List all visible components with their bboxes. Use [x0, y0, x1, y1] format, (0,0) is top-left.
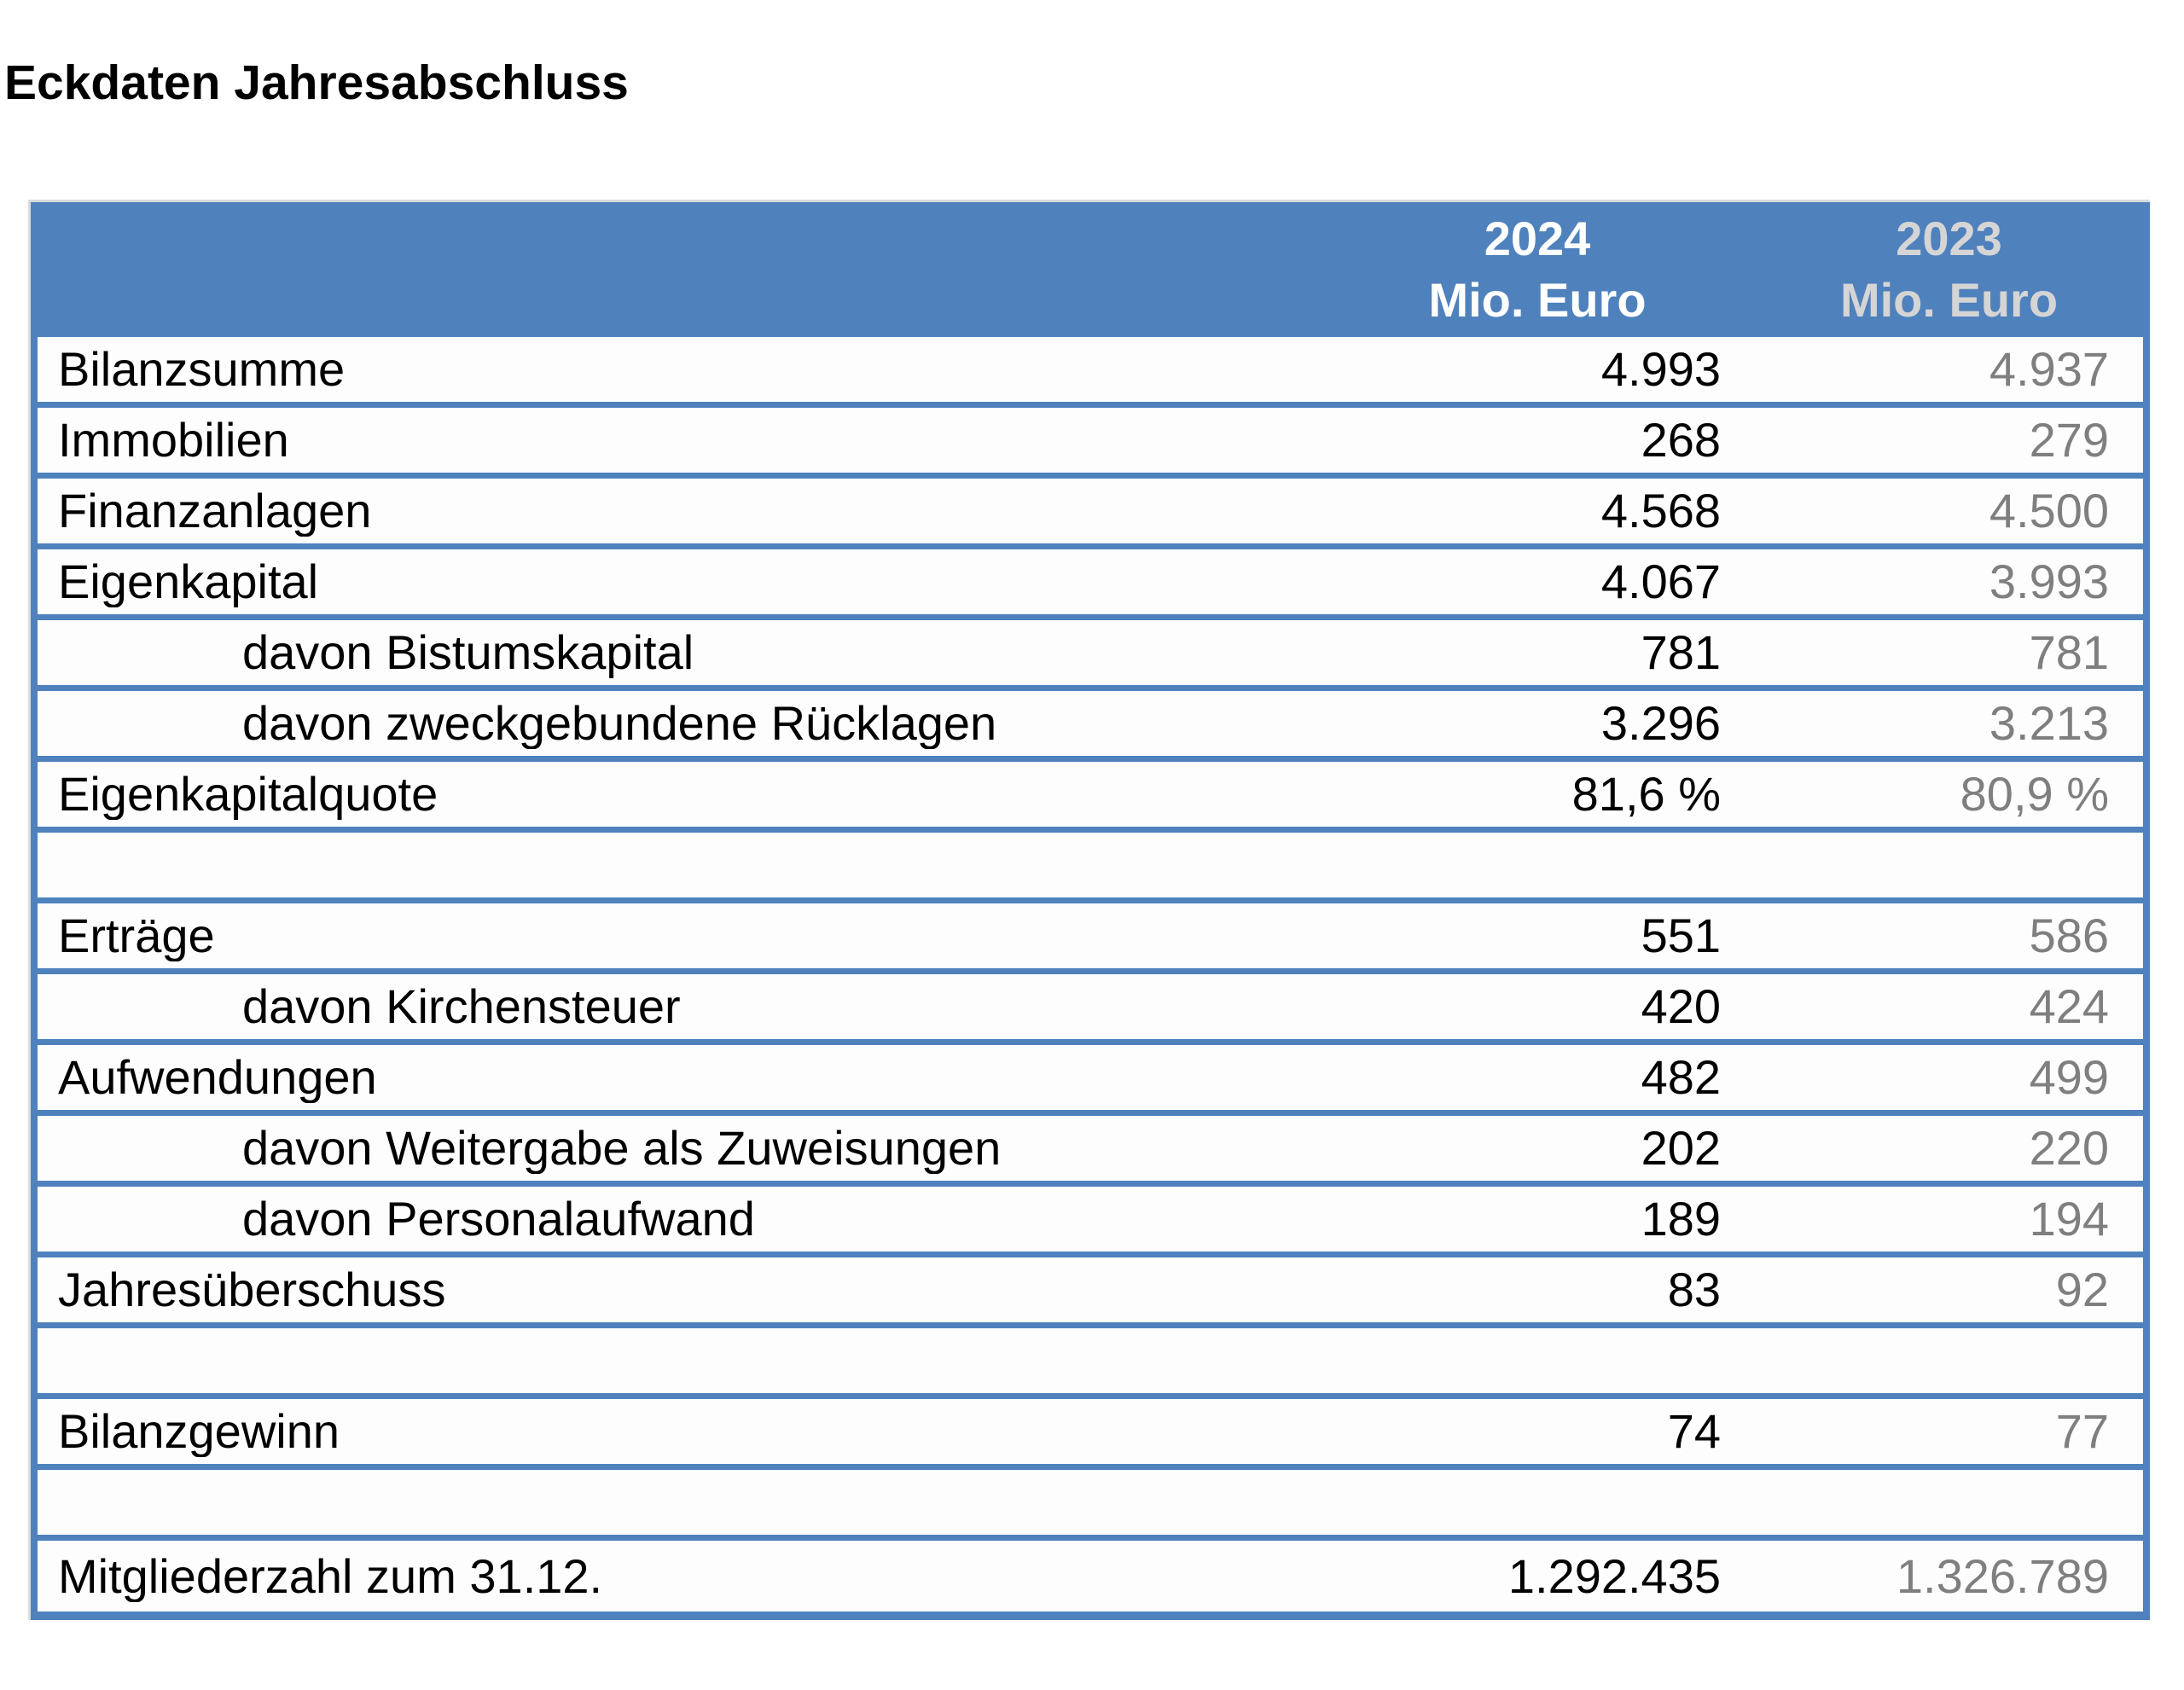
table-row: Eigenkapital 4.067 3.993	[38, 549, 2143, 620]
row-label: Jahresüberschuss	[58, 1264, 446, 1315]
table-row: Erträge 551 586	[38, 903, 2143, 974]
value-2023: 3.993	[1989, 556, 2109, 607]
table-row-empty	[38, 833, 2143, 903]
header-unit-2023: Mio. Euro	[1839, 273, 2059, 327]
value-2023: 424	[2029, 981, 2109, 1032]
row-label: davon Bistumskapital	[242, 627, 694, 678]
row-label: Aufwendungen	[58, 1052, 377, 1103]
row-label: Bilanzsumme	[58, 344, 346, 395]
table-row: Mitgliederzahl zum 31.12. 1.292.435 1.32…	[38, 1541, 2143, 1612]
page-title: Eckdaten Jahresabschluss	[4, 55, 629, 110]
value-2023: 1.326.789	[1896, 1550, 2109, 1602]
table-row: Finanzanlagen 4.568 4.500	[38, 479, 2143, 549]
table-row: Bilanzgewinn 74 77	[38, 1399, 2143, 1470]
row-label: Eigenkapitalquote	[58, 769, 439, 820]
value-2024: 74	[1667, 1406, 1721, 1457]
value-2024: 189	[1641, 1193, 1721, 1245]
value-2024: 83	[1667, 1264, 1721, 1315]
table-row-empty	[38, 1470, 2143, 1541]
value-2023: 77	[2055, 1406, 2109, 1457]
value-2023: 586	[2029, 910, 2109, 961]
row-label: davon zweckgebundene Rücklagen	[242, 698, 997, 749]
value-2023: 194	[2029, 1193, 2109, 1245]
value-2024: 81,6 %	[1571, 769, 1721, 820]
table-row: Bilanzsumme 4.993 4.937	[38, 337, 2143, 408]
table-row: davon Bistumskapital 781 781	[38, 620, 2143, 691]
value-2024: 482	[1641, 1052, 1721, 1103]
row-label: davon Weitergabe als Zuweisungen	[242, 1123, 1002, 1174]
header-unit-2024: Mio. Euro	[1428, 273, 1647, 327]
table-body: Bilanzsumme 4.993 4.937 Immobilien 268 2…	[38, 337, 2143, 1612]
table-row: davon Weitergabe als Zuweisungen 202 220	[38, 1116, 2143, 1187]
eckdaten-table: 2024 Mio. Euro 2023 Mio. Euro Bilanzsumm…	[28, 200, 2150, 1620]
value-2023: 220	[2029, 1123, 2109, 1174]
table-row-empty	[38, 1328, 2143, 1399]
table-row: davon Kirchensteuer 420 424	[38, 974, 2143, 1045]
header-column-2023: 2023 Mio. Euro	[1755, 202, 2143, 337]
value-2023: 92	[2055, 1264, 2109, 1315]
value-2024: 1.292.435	[1507, 1550, 1721, 1602]
table-row: Immobilien 268 279	[38, 408, 2143, 479]
financial-table: 2024 Mio. Euro 2023 Mio. Euro Bilanzsumm…	[31, 202, 2150, 1620]
header-year-2024: 2024	[1484, 212, 1591, 265]
value-2023: 499	[2029, 1052, 2109, 1103]
value-2024: 4.568	[1600, 485, 1721, 537]
value-2024: 420	[1641, 981, 1721, 1032]
table-row: Eigenkapitalquote 81,6 % 80,9 %	[38, 762, 2143, 833]
value-2023: 4.937	[1989, 344, 2109, 395]
row-label: Erträge	[58, 910, 215, 961]
table-row: Jahresüberschuss 83 92	[38, 1257, 2143, 1328]
value-2024: 781	[1641, 627, 1721, 678]
table-row: Aufwendungen 482 499	[38, 1045, 2143, 1116]
header-label-spacer	[38, 202, 1320, 337]
table-header-row: 2024 Mio. Euro 2023 Mio. Euro	[38, 202, 2143, 337]
row-label: Bilanzgewinn	[58, 1406, 340, 1457]
header-year-2023: 2023	[1896, 212, 2002, 265]
row-label: Immobilien	[58, 415, 289, 466]
value-2024: 4.993	[1600, 344, 1721, 395]
row-label: Mitgliederzahl zum 31.12.	[58, 1550, 603, 1602]
value-2023: 279	[2029, 415, 2109, 466]
value-2023: 4.500	[1989, 485, 2109, 537]
value-2023: 3.213	[1989, 698, 2109, 749]
value-2024: 4.067	[1600, 556, 1721, 607]
table-row: davon Personalaufwand 189 194	[38, 1187, 2143, 1257]
row-label: davon Personalaufwand	[242, 1193, 755, 1245]
value-2024: 551	[1641, 910, 1721, 961]
value-2024: 202	[1641, 1123, 1721, 1174]
value-2023: 781	[2029, 627, 2109, 678]
table-row: davon zweckgebundene Rücklagen 3.296 3.2…	[38, 691, 2143, 762]
row-label: Finanzanlagen	[58, 485, 372, 537]
value-2024: 3.296	[1600, 698, 1721, 749]
header-column-2024: 2024 Mio. Euro	[1320, 202, 1755, 337]
row-label: Eigenkapital	[58, 556, 319, 607]
row-label: davon Kirchensteuer	[242, 981, 681, 1032]
value-2023: 80,9 %	[1960, 769, 2109, 820]
value-2024: 268	[1641, 415, 1721, 466]
